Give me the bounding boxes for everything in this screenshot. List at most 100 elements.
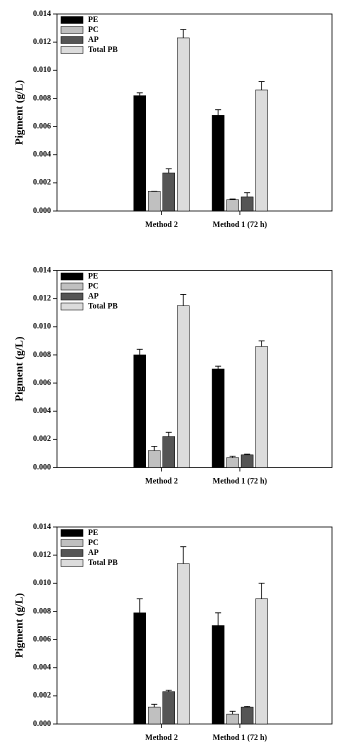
error-bar — [215, 109, 222, 116]
legend-label: PE — [88, 528, 98, 537]
bar — [226, 199, 239, 212]
error-bar — [136, 348, 143, 355]
legend-swatch — [60, 282, 84, 291]
legend-label: AP — [88, 548, 99, 557]
y-tick-label: 0.014 — [33, 9, 51, 18]
y-tick-label: 0.002 — [33, 691, 51, 700]
bar — [211, 625, 225, 725]
x-tick-label: Method 1 (72 h) — [213, 476, 268, 485]
bar — [177, 305, 190, 468]
legend-label: Total PB — [88, 301, 118, 310]
y-tick-label: 0.006 — [33, 634, 51, 643]
y-tick-label: 0.010 — [33, 322, 51, 331]
legend-swatch — [60, 46, 84, 54]
error-bar — [244, 192, 251, 197]
legend-label: AP — [88, 291, 99, 300]
y-tick-label: 0.008 — [33, 606, 51, 615]
y-tick-label: 0.002 — [33, 178, 51, 187]
y-tick-label: 0.002 — [33, 434, 51, 443]
legend-swatch — [60, 549, 84, 557]
y-tick-label: 0.000 — [33, 206, 51, 215]
y-axis-label: Pigment (g/L) — [14, 593, 26, 658]
bar — [255, 346, 268, 468]
error-bar — [151, 703, 158, 708]
error-bar — [244, 453, 251, 455]
bar — [211, 115, 225, 212]
bar — [133, 354, 146, 468]
error-bar — [180, 546, 187, 564]
y-axis-label: Pigment (g/L) — [14, 336, 26, 401]
y-axis-label: Pigment (g/L) — [14, 80, 26, 145]
bar — [240, 706, 254, 725]
y-tick-label: 0.004 — [33, 663, 51, 672]
error-bar — [229, 198, 236, 200]
bar — [133, 95, 146, 212]
error-bar — [244, 706, 251, 708]
plot-frame — [56, 13, 333, 212]
error-bar — [258, 340, 265, 347]
x-tick-label: Method 1 (72 h) — [213, 220, 268, 229]
error-bar — [215, 365, 222, 369]
bar — [177, 37, 190, 212]
y-tick-label: 0.012 — [33, 550, 51, 559]
error-bar — [258, 81, 265, 90]
legend-label: PE — [88, 271, 98, 280]
legend-swatch — [60, 529, 84, 537]
legend-label: PE — [88, 15, 98, 24]
bar — [162, 172, 175, 212]
bar — [162, 436, 175, 468]
legend-swatch — [60, 292, 84, 301]
y-tick-label: 0.010 — [33, 65, 51, 74]
error-bar — [229, 710, 236, 715]
bar — [255, 89, 268, 212]
error-bar — [180, 29, 187, 38]
error-bar — [165, 168, 172, 174]
legend-swatch — [60, 36, 84, 44]
plot-frame — [56, 270, 333, 468]
bar — [177, 563, 190, 725]
x-tick-label: Method 1 (72 h) — [213, 733, 268, 742]
legend-swatch — [60, 559, 84, 567]
bar — [255, 598, 268, 725]
bar — [133, 612, 146, 725]
y-tick-label: 0.000 — [33, 719, 51, 728]
bar — [162, 691, 175, 725]
legend-label: PC — [88, 25, 99, 34]
bar — [148, 706, 161, 725]
legend-swatch — [60, 539, 84, 547]
legend-swatch — [60, 16, 84, 24]
error-bar — [215, 612, 222, 626]
legend-label: Total PB — [88, 558, 118, 567]
legend-label: Total PB — [88, 45, 118, 54]
error-bar — [165, 431, 172, 437]
bar — [148, 191, 161, 212]
y-tick-label: 0.004 — [33, 150, 51, 159]
x-tick-label: Method 2 — [145, 733, 178, 742]
legend-label: PC — [88, 281, 99, 290]
legend-label: PC — [88, 538, 99, 547]
error-bar — [180, 294, 187, 306]
y-tick-label: 0.008 — [33, 93, 51, 102]
error-bar — [136, 598, 143, 613]
legend-swatch — [60, 302, 84, 311]
y-tick-label: 0.010 — [33, 578, 51, 587]
y-tick-label: 0.008 — [33, 350, 51, 359]
y-tick-label: 0.012 — [33, 293, 51, 302]
y-tick-label: 0.006 — [33, 378, 51, 387]
bar — [240, 454, 254, 468]
legend-swatch — [60, 26, 84, 34]
y-tick-label: 0.000 — [33, 462, 51, 471]
x-tick-label: Method 2 — [145, 220, 178, 229]
bar — [226, 713, 239, 725]
error-bar — [151, 445, 158, 451]
bar — [211, 368, 225, 468]
error-bar — [165, 689, 172, 692]
plot-frame — [56, 526, 333, 725]
legend-swatch — [60, 272, 84, 281]
legend-label: AP — [88, 35, 99, 44]
error-bar — [258, 582, 265, 599]
y-tick-label: 0.012 — [33, 37, 51, 46]
bar — [226, 457, 239, 468]
error-bar — [229, 455, 236, 458]
